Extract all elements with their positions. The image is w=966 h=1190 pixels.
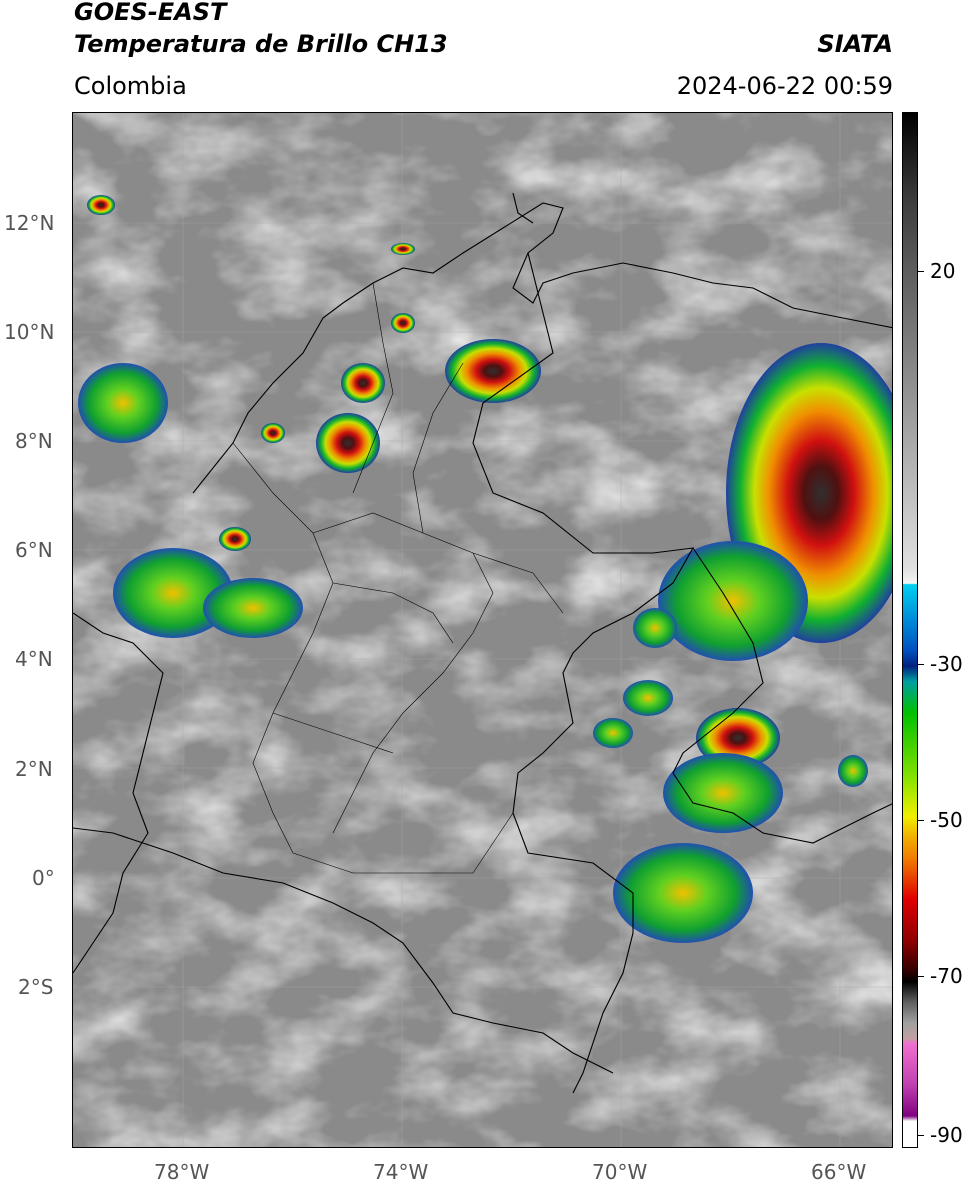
product-title: Temperatura de Brillo CH13	[74, 30, 448, 58]
lat-label: 2°N	[15, 757, 53, 781]
agency-label: SIATA	[817, 30, 893, 58]
convective-cells	[78, 195, 892, 943]
colorbar-tick	[918, 271, 924, 272]
borders	[73, 192, 892, 1094]
lat-label: 2°S	[18, 975, 54, 999]
internal-borders	[232, 282, 564, 874]
colorbar-label: -70	[930, 964, 963, 988]
lat-label: 8°N	[15, 429, 53, 453]
satellite-title: GOES-EAST	[74, 0, 227, 26]
colorbar-label: -90	[930, 1123, 963, 1147]
colorbar-tick	[918, 664, 924, 665]
colorbar-label: -30	[930, 652, 963, 676]
lon-label: 78°W	[154, 1160, 210, 1184]
colorbar-tick	[918, 1135, 924, 1136]
lat-label: 4°N	[15, 647, 53, 671]
colorbar-tick	[918, 976, 924, 977]
colorbar-label: 20	[930, 259, 956, 283]
lon-label: 74°W	[373, 1160, 429, 1184]
lat-label: 0°	[32, 866, 55, 890]
datetime-label: 2024-06-22 00:59	[676, 72, 893, 100]
region-label: Colombia	[74, 72, 187, 100]
colorbar	[902, 112, 918, 1148]
lat-label: 12°N	[4, 211, 55, 235]
lat-label: 6°N	[15, 538, 53, 562]
colorbar-label: -50	[930, 808, 963, 832]
lon-label: 66°W	[811, 1160, 867, 1184]
satellite-map	[72, 112, 893, 1148]
lat-label: 10°N	[4, 320, 55, 344]
lon-label: 70°W	[592, 1160, 648, 1184]
map-svg	[73, 113, 892, 1147]
colorbar-tick	[918, 820, 924, 821]
